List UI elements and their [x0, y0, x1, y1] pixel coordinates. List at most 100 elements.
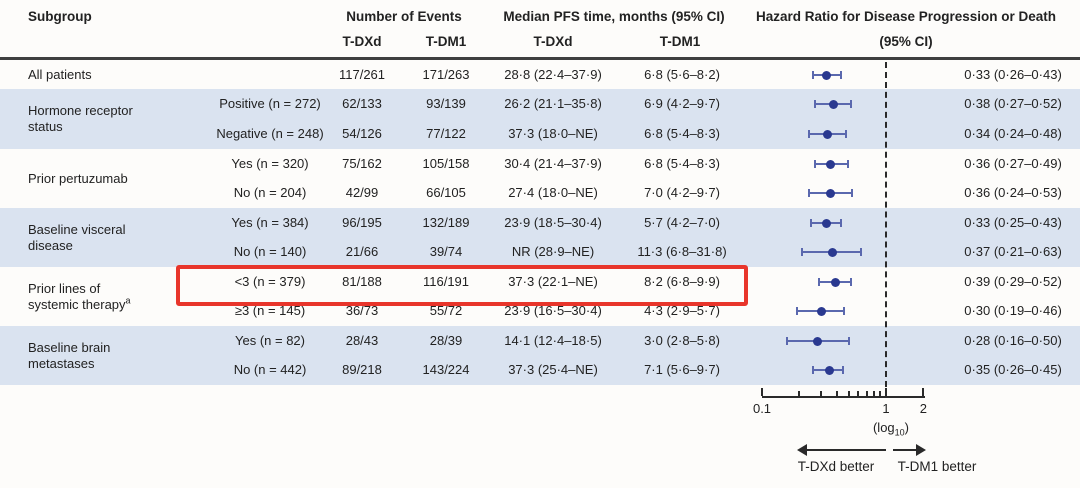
pfs-tdxd: 37·3 (25·4–NE) — [508, 362, 598, 377]
pfs-tdxd: 37·3 (22·1–NE) — [508, 274, 598, 289]
axis-major-tick — [885, 388, 887, 396]
pfs-tdxd: 28·8 (22·4–37·9) — [504, 67, 602, 82]
pfs-tdm1: 6·8 (5·4–8·3) — [644, 126, 720, 141]
pfs-tdxd: 23·9 (18·5–30·4) — [504, 215, 602, 230]
hr-value: 0·36 (0·27–0·49) — [964, 156, 1062, 171]
column-header-pfs: Median PFS time, months (95% CI) — [503, 9, 725, 24]
arrow-right-icon — [893, 449, 916, 451]
events-tdxd: 21/66 — [345, 244, 379, 259]
axis-minor-tick — [879, 391, 882, 396]
group-label-line: Prior lines of — [28, 280, 101, 296]
axis-minor-tick — [820, 391, 823, 396]
table-row-brain-mets-no: No (n = 442) 89/218 143/224 37·3 (25·4–N… — [0, 355, 1080, 385]
log-scale-label: (log10) — [872, 420, 910, 438]
events-tdm1: 77/122 — [426, 126, 466, 141]
table-row-pertuzumab-no: No (n = 204) 42/99 66/105 27·4 (18·0–NE)… — [0, 178, 1080, 208]
hr-value: 0·37 (0·21–0·63) — [964, 244, 1062, 259]
arrow-right-icon — [916, 444, 926, 456]
subcolumn-events-tdm1: T-DM1 — [425, 34, 467, 49]
group-label-line: Baseline brain — [28, 339, 111, 355]
pfs-tdxd: 27·4 (18·0–NE) — [508, 185, 598, 200]
axis-tick-label: 1 — [882, 401, 890, 416]
subgroup-level-label: No (n = 140) — [233, 244, 307, 259]
subgroup-level-label: Yes (n = 82) — [235, 333, 305, 348]
subgroup-level-label: No (n = 442) — [233, 362, 307, 377]
table-row-hr-negative: Negative (n = 248) 54/126 77/122 37·3 (1… — [0, 119, 1080, 149]
hr-value: 0·39 (0·29–0·52) — [964, 274, 1062, 289]
pfs-tdm1: 6·9 (4·2–9·7) — [644, 96, 720, 111]
axis-minor-tick — [847, 391, 850, 396]
pfs-tdxd: 26·2 (21·1–35·8) — [504, 96, 602, 111]
column-header-events: Number of Events — [346, 9, 462, 24]
group-label-baseline-brain-metastases: Baseline brain metastases — [28, 326, 178, 385]
group-label-prior-lines-systemic-therapy: Prior lines of systemic therapya — [28, 267, 178, 326]
table-row-hr-positive: Positive (n = 272) 62/133 93/139 26·2 (2… — [0, 89, 1080, 119]
pfs-tdm1: 7·0 (4·2–9·7) — [644, 185, 720, 200]
group-label-line: disease — [28, 237, 73, 253]
hr-value: 0·34 (0·24–0·48) — [964, 126, 1062, 141]
pfs-tdm1: 5·7 (4·2–7·0) — [644, 215, 720, 230]
subcolumn-events-tdxd: T-DXd — [342, 34, 382, 49]
events-tdxd: 36/73 — [345, 303, 379, 318]
axis-tick-label: 2 — [919, 401, 927, 416]
events-tdxd: 42/99 — [345, 185, 379, 200]
events-tdm1: 105/158 — [422, 156, 470, 171]
pfs-tdm1: 11·3 (6·8–31·8) — [637, 244, 727, 259]
hr-axis-line — [762, 396, 925, 398]
events-tdm1: 28/39 — [429, 333, 463, 348]
row-band — [0, 208, 1080, 267]
axis-minor-tick — [857, 391, 860, 396]
column-header-subgroup: Subgroup — [28, 9, 92, 24]
pfs-tdm1: 6·8 (5·4–8·3) — [644, 156, 720, 171]
events-tdxd: 62/133 — [342, 96, 382, 111]
hr-value: 0·36 (0·24–0·53) — [964, 185, 1062, 200]
footnote-marker: a — [125, 295, 131, 306]
group-label-prior-pertuzumab: Prior pertuzumab — [28, 149, 178, 208]
pfs-tdxd: 23·9 (16·5–30·4) — [504, 303, 602, 318]
tdm1-better-label: T-DM1 better — [897, 459, 977, 474]
group-label-line: Baseline visceral — [28, 221, 126, 237]
events-tdxd: 89/218 — [342, 362, 382, 377]
arrow-left-icon — [806, 449, 886, 451]
axis-major-tick — [761, 388, 763, 396]
group-label-line: systemic therapya — [28, 295, 131, 312]
tdxd-better-label: T-DXd better — [797, 459, 875, 474]
pfs-tdxd: 14·1 (12·4–18·5) — [504, 333, 602, 348]
column-header-hr-line2: (95% CI) — [879, 34, 933, 49]
events-tdm1: 171/263 — [422, 67, 470, 82]
events-tdxd: 117/261 — [338, 67, 386, 82]
axis-minor-tick — [872, 391, 875, 396]
events-tdxd: 75/162 — [342, 156, 382, 171]
events-tdm1: 116/191 — [422, 274, 470, 289]
events-tdm1: 55/72 — [429, 303, 463, 318]
pfs-tdxd: NR (28·9–NE) — [511, 244, 595, 259]
reference-line-hr1 — [885, 62, 887, 397]
events-tdm1: 39/74 — [429, 244, 463, 259]
subgroup-level-label: Negative (n = 248) — [216, 126, 324, 141]
axis-major-tick — [922, 388, 925, 396]
axis-minor-tick — [798, 391, 801, 396]
table-row-pertuzumab-yes: Yes (n = 320) 75/162 105/158 30·4 (21·4–… — [0, 149, 1080, 179]
hr-value: 0·33 (0·26–0·43) — [964, 67, 1062, 82]
group-label-all-patients: All patients — [28, 60, 178, 90]
pfs-tdm1: 4·3 (2·9–5·7) — [644, 303, 720, 318]
column-header-hr-line1: Hazard Ratio for Disease Progression or … — [755, 9, 1057, 24]
group-label-line: Hormone receptor — [28, 103, 133, 118]
events-tdm1: 143/224 — [422, 362, 470, 377]
events-tdm1: 66/105 — [426, 185, 466, 200]
pfs-tdm1: 6·8 (5·6–8·2) — [644, 67, 720, 82]
subgroup-level-label: Yes (n = 320) — [231, 156, 309, 171]
subgroup-level-label: ≥3 (n = 145) — [234, 303, 306, 318]
axis-minor-tick — [835, 391, 838, 396]
table-row-brain-mets-yes: Yes (n = 82) 28/43 28/39 14·1 (12·4–18·5… — [0, 326, 1080, 356]
subgroup-level-label: Positive (n = 272) — [219, 96, 321, 111]
events-tdxd: 54/126 — [342, 126, 382, 141]
header-rule — [0, 57, 1080, 60]
table-row-all-patients: 117/261 171/263 28·8 (22·4–37·9) 6·8 (5·… — [0, 60, 1080, 90]
axis-tick-label: 0.1 — [752, 401, 772, 416]
axis-minor-tick — [865, 391, 868, 396]
hr-value: 0·35 (0·26–0·45) — [964, 362, 1062, 377]
hr-value: 0·33 (0·25–0·43) — [964, 215, 1062, 230]
table-row-prior-lines-lt3: <3 (n = 379) 81/188 116/191 37·3 (22·1–N… — [0, 267, 1080, 297]
